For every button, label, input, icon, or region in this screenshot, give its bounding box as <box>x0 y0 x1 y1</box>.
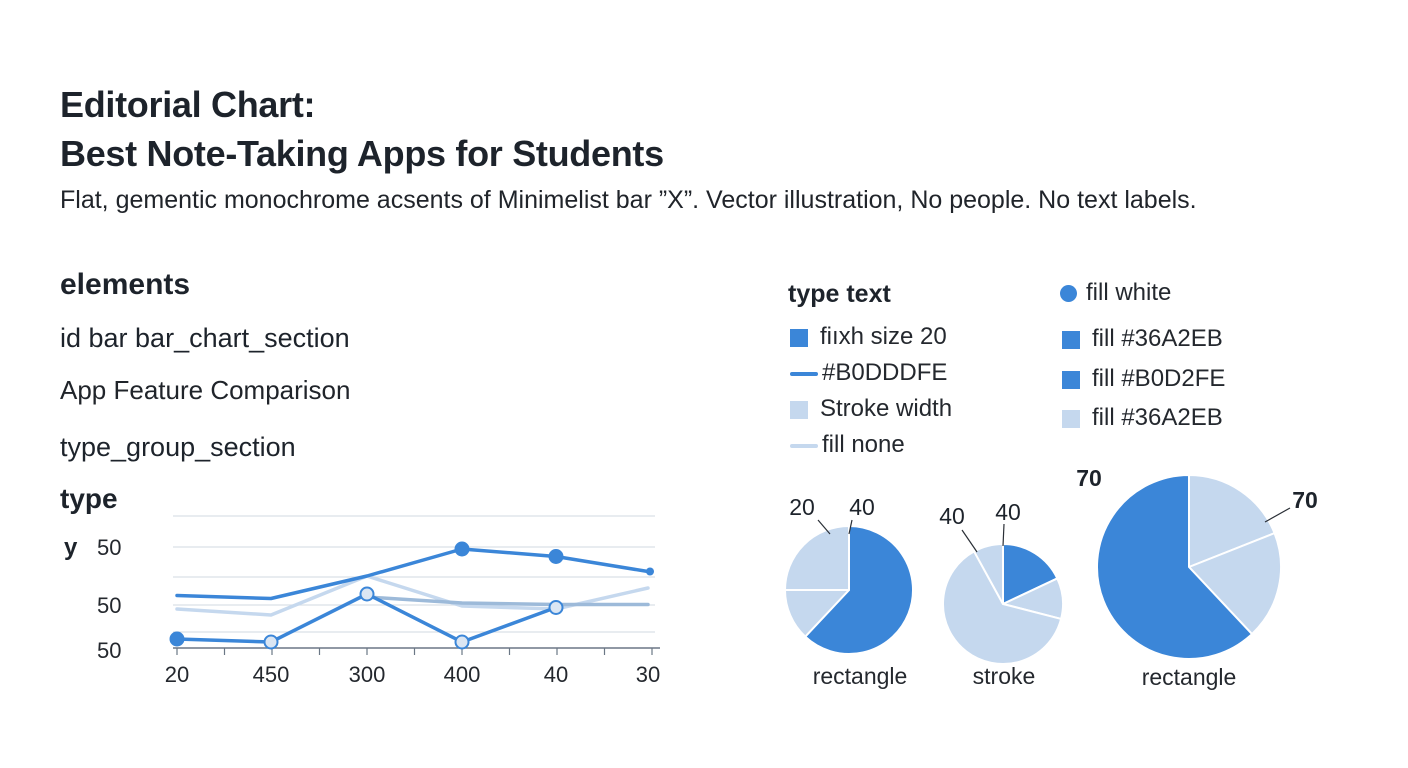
data-point <box>646 567 654 576</box>
legend-square-icon <box>1062 410 1080 428</box>
legend-square-icon <box>790 329 808 347</box>
x-tick-label: 40 <box>544 662 568 687</box>
page-subtitle: Flat, gementic monochrome acsents of Min… <box>60 186 1197 214</box>
label-app-feature: App Feature Comparison <box>60 375 351 405</box>
legend-label: #B0DDDFE <box>822 359 948 386</box>
legend-line-icon <box>790 444 818 448</box>
y-tick-label: 50 <box>97 535 121 560</box>
label-type: type <box>60 483 118 514</box>
data-point <box>359 586 375 602</box>
label-elements: elements <box>60 268 191 301</box>
y-tick-label: 50 <box>97 593 121 618</box>
legend-label: fill #36A2EB <box>1092 404 1223 431</box>
legend-square-icon <box>1062 331 1080 349</box>
x-tick-label: 450 <box>253 662 290 687</box>
legend-fill-white: fill white <box>1086 279 1172 306</box>
legend-label: fill none <box>822 431 905 458</box>
label-type-group: type_group_section <box>60 432 296 462</box>
data-point <box>454 634 470 650</box>
series-line <box>175 547 650 601</box>
series-line <box>365 595 650 607</box>
label-y: y <box>64 534 78 561</box>
legend-square-icon <box>1062 371 1080 389</box>
legend-square-icon <box>790 401 808 419</box>
legend-label: fill #B0D2FE <box>1092 365 1226 392</box>
circle-icon <box>1060 285 1077 302</box>
data-point <box>169 631 185 647</box>
legend-label: fill #36A2EB <box>1092 325 1223 352</box>
data-point <box>454 541 470 557</box>
legend-heading: type text <box>788 280 891 308</box>
y-tick-label: 50 <box>97 638 121 663</box>
legend-label: Stroke width <box>820 395 953 422</box>
x-tick-label: 30 <box>636 662 660 687</box>
data-point <box>548 549 564 564</box>
legend-line-icon <box>790 372 818 376</box>
series-line <box>175 574 650 617</box>
label-id-bar: id bar bar_chart_section <box>60 323 350 353</box>
data-point <box>548 600 564 615</box>
page-title-line2: Best Note-Taking Apps for Students <box>60 133 664 174</box>
x-tick-label: 400 <box>444 662 481 687</box>
page-title-line1: Editorial Chart: <box>60 84 316 125</box>
x-tick-label: 20 <box>165 662 189 687</box>
legend-label: fiıxh size 20 <box>820 323 947 350</box>
x-tick-label: 300 <box>349 662 386 687</box>
data-point <box>263 634 279 650</box>
